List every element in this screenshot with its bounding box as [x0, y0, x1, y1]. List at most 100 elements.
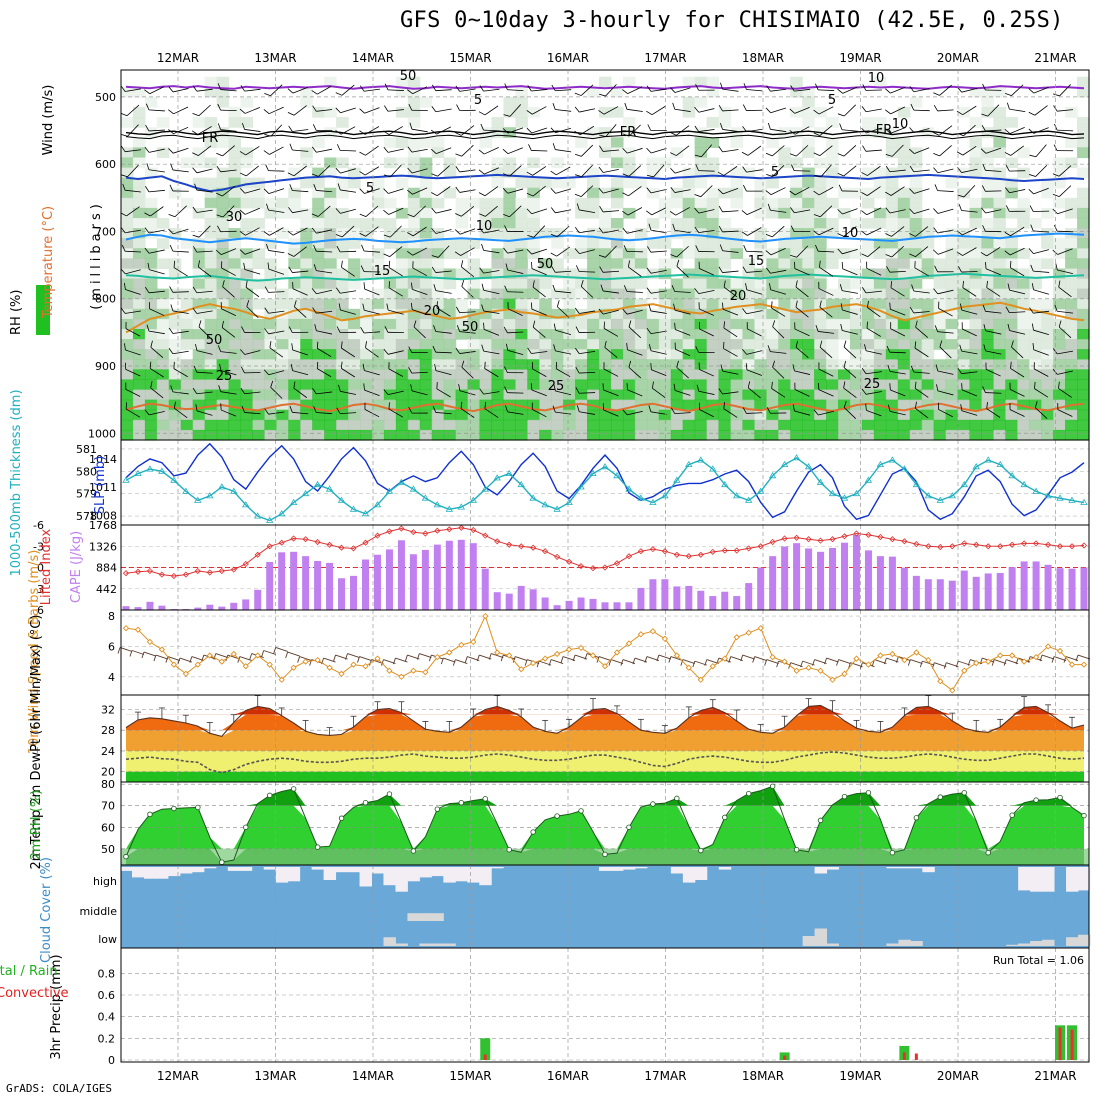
wind-barb: [124, 343, 141, 356]
wind-barb-10m: [347, 653, 360, 658]
wind-barb-shaft: [1011, 346, 1024, 359]
rh-shade-cell: [814, 308, 827, 320]
rh-shade-cell: [754, 268, 767, 280]
wind-barb-flag: [933, 104, 938, 112]
wind-barb-flag: [551, 84, 556, 91]
lifted-index-point: [781, 535, 788, 542]
wind-barb-flag: [456, 325, 461, 332]
wind-barb: [795, 280, 809, 298]
wind-barb-shaft: [125, 310, 141, 314]
rh-shade-cell: [336, 177, 349, 189]
rh-shade-cell: [336, 248, 349, 259]
rh-shade-cell: [1065, 409, 1078, 421]
slp-line: [125, 442, 1085, 521]
rh-shade-cell: [897, 379, 911, 391]
wind-barb-shaft: [269, 347, 284, 358]
rh-shade-cell: [670, 248, 684, 259]
wind-barb-flag: [312, 124, 317, 131]
wind-barb-flag: [574, 248, 580, 254]
wind-barb-shaft: [865, 149, 882, 152]
rh-shade-cell: [371, 288, 385, 300]
cloud-low-bar: [1030, 941, 1043, 946]
wind-barb: [1031, 323, 1049, 336]
lifted-index-point: [386, 528, 393, 535]
wind-barb-flag: [789, 153, 797, 157]
wind-barb-10m-flag: [249, 653, 253, 660]
rh-shade-cell: [144, 258, 158, 270]
wind-barb-flag: [646, 210, 652, 216]
thickness-point: [756, 487, 765, 494]
rh-shade-cell: [1041, 339, 1054, 350]
rh-shade-cell: [909, 409, 923, 421]
rh-shade-cell: [993, 369, 1006, 381]
rh-shade-cell: [802, 389, 815, 401]
thickness-tick: 580: [76, 465, 97, 478]
wind-barb: [1010, 260, 1025, 277]
wind-barb-shaft: [173, 126, 189, 135]
rh-shade-cell: [276, 419, 289, 431]
rh-shade-cell: [503, 359, 516, 370]
wind-barb: [914, 401, 929, 419]
wind-barb-flag: [935, 364, 939, 372]
rh-shade-cell: [515, 318, 528, 330]
rh-shade-cell: [1005, 288, 1018, 300]
rh-shade-cell: [1041, 419, 1054, 431]
wind-barb-shaft: [292, 349, 309, 356]
wind-barb-shaft: [867, 165, 881, 176]
rh-shade-cell: [802, 429, 815, 441]
wind-barb-shaft: [1033, 310, 1050, 314]
rh-shade-cell: [443, 389, 457, 401]
wind-barb: [216, 145, 235, 157]
wind-barb-flag: [694, 288, 700, 294]
wind-barb-flag: [484, 361, 486, 369]
wind-barb-flag: [287, 88, 294, 94]
wind-barb-flag: [909, 208, 915, 214]
wind-barb-shaft: [364, 389, 380, 397]
rh-shade-cell: [730, 399, 744, 411]
rh-shade-cell: [575, 399, 588, 411]
rh-shade-cell: [336, 349, 349, 360]
wind-speed-point: [865, 661, 872, 668]
rh-shade-cell: [610, 369, 624, 381]
wind-barb-flag: [646, 187, 652, 194]
rh-shade-cell: [371, 359, 385, 370]
wind-barb-10m-flag: [452, 659, 456, 666]
wind-barb-flag: [837, 172, 844, 177]
rh-shade-cell: [324, 268, 337, 280]
rh-shade-cell: [873, 278, 887, 290]
cape-bar: [685, 585, 693, 610]
wind-barb-flag: [861, 287, 867, 294]
wind-barb: [454, 228, 476, 235]
wind-barb-shaft: [555, 149, 572, 153]
rh-shade-cell: [144, 389, 158, 401]
rh-shade-cell: [1077, 429, 1090, 441]
rh-shade-cell: [431, 339, 445, 350]
rh-shade-cell: [156, 308, 170, 320]
rh-shade-cell: [132, 218, 146, 229]
cloud-high-gap: [1030, 867, 1043, 892]
cape-bar: [793, 543, 801, 610]
rh-shade-cell: [324, 157, 337, 169]
wind-barb-flag: [672, 102, 676, 110]
wind-barb: [336, 245, 357, 253]
rh-shade-cell: [360, 389, 373, 401]
wind-barb-10m: [515, 656, 528, 661]
wind-barb-10m: [838, 659, 851, 665]
wind-barb-shaft: [1034, 388, 1049, 398]
rh-shade-cell: [909, 419, 923, 431]
rh-shade-cell: [383, 298, 397, 310]
rh-shade-cell: [622, 127, 636, 138]
wind-barb-shaft: [555, 411, 572, 415]
wind-speed-point: [170, 661, 178, 668]
wind-barb-flag: [264, 328, 269, 335]
rh-shade-cell: [909, 218, 923, 229]
wind-barb-shaft: [316, 109, 333, 112]
wind-barb: [287, 246, 307, 257]
wind-barb: [674, 322, 691, 336]
wind-barb: [671, 407, 691, 414]
wind-speed-point: [853, 655, 860, 662]
rh-shade-cell: [682, 419, 696, 431]
wind-barb-shaft: [915, 226, 929, 237]
wind-barb-flag: [478, 149, 485, 155]
wind-barb-shaft: [292, 411, 309, 415]
